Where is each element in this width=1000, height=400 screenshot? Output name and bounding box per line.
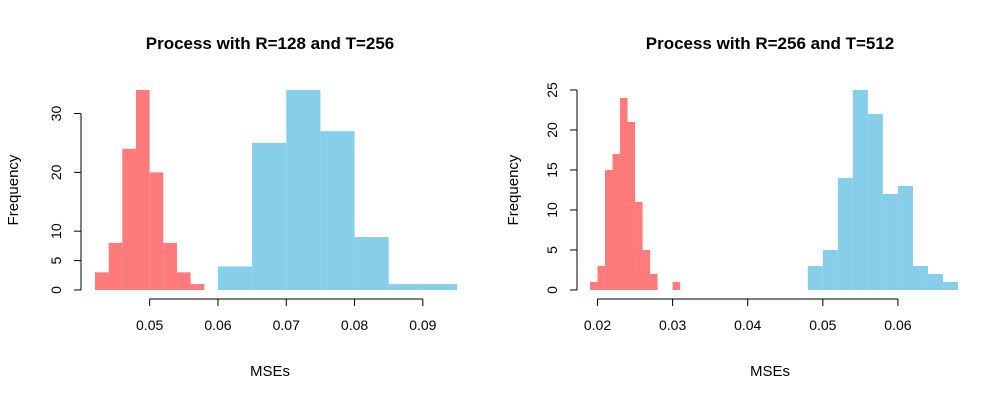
- y-axis-label: Frequency: [5, 154, 22, 225]
- histogram-bar: [590, 282, 598, 290]
- x-tick-label: 0.07: [273, 317, 300, 333]
- histogram-bar: [867, 114, 883, 290]
- y-tick-label: 15: [544, 162, 560, 178]
- histogram-bar: [320, 131, 355, 290]
- histogram-bar: [927, 274, 943, 290]
- histogram-bar: [122, 148, 136, 290]
- histogram-bar: [650, 274, 658, 290]
- x-tick-label: 0.08: [341, 317, 368, 333]
- histogram-bar: [807, 266, 823, 290]
- histogram-bar: [897, 186, 913, 290]
- histogram-bar: [942, 282, 958, 290]
- x-tick-label: 0.04: [734, 317, 761, 333]
- histogram-bar: [882, 194, 898, 290]
- y-tick-label: 5: [544, 246, 560, 254]
- x-axis-label: MSEs: [750, 363, 790, 380]
- histogram-bar: [912, 266, 928, 290]
- x-tick-label: 0.05: [136, 317, 163, 333]
- bars: [95, 90, 457, 290]
- histogram-bar: [635, 202, 643, 290]
- y-tick-label: 0: [544, 286, 560, 294]
- histogram-panel-left: Process with R=128 and T=256 MSEs Freque…: [5, 34, 457, 380]
- histogram-bar: [822, 250, 838, 290]
- histogram-bar: [422, 284, 457, 290]
- histogram-bar: [217, 266, 253, 290]
- y-tick-label: 20: [544, 122, 560, 138]
- y-axis-label: Frequency: [505, 154, 522, 225]
- x-tick-label: 0.02: [584, 317, 611, 333]
- x-tick-label: 0.09: [409, 317, 436, 333]
- histogram-bar: [190, 284, 205, 290]
- histogram-panel-right: Process with R=256 and T=512 MSEs Freque…: [505, 34, 958, 380]
- y-tick-label: 10: [48, 223, 64, 239]
- bars: [590, 90, 958, 290]
- y-tick-label: 25: [544, 82, 560, 98]
- x-tick-label: 0.03: [659, 317, 686, 333]
- y-tick-label: 10: [544, 202, 560, 218]
- histogram-bar: [354, 237, 389, 290]
- histogram-bar: [597, 266, 606, 290]
- histogram-bar: [252, 142, 287, 290]
- x-tick-label: 0.06: [204, 317, 231, 333]
- y-axis: 0 5 10 20 30: [48, 106, 82, 294]
- y-tick-label: 5: [48, 256, 64, 264]
- x-axis-label: MSEs: [250, 363, 290, 380]
- x-axis: 0.05 0.06 0.07 0.08 0.09: [136, 298, 437, 333]
- y-axis: 0 5 10 15 20 25: [544, 82, 578, 294]
- histogram-bar: [163, 242, 177, 290]
- histogram-bar: [286, 90, 321, 290]
- histogram-bar: [627, 122, 636, 290]
- y-tick-label: 30: [48, 106, 64, 122]
- histogram-bar: [176, 272, 191, 290]
- histogram-bar: [388, 284, 423, 290]
- histogram-bar: [837, 178, 853, 290]
- histogram-bar: [642, 250, 651, 290]
- histogram-bar: [149, 172, 164, 290]
- histogram-bar: [135, 90, 150, 290]
- chart-title: Process with R=128 and T=256: [146, 34, 395, 53]
- histogram-bar: [672, 282, 681, 290]
- y-tick-label: 20: [48, 164, 64, 180]
- histogram-bar: [612, 154, 621, 290]
- histogram-bar: [605, 170, 613, 290]
- x-tick-label: 0.05: [809, 317, 836, 333]
- histogram-bar: [620, 98, 628, 290]
- x-axis: 0.02 0.03 0.04 0.05 0.06: [584, 298, 912, 333]
- histogram-bar: [95, 272, 109, 290]
- histogram-bar: [852, 90, 868, 290]
- x-tick-label: 0.06: [884, 317, 911, 333]
- y-tick-label: 0: [48, 286, 64, 294]
- histogram-bar: [108, 242, 123, 290]
- chart-title: Process with R=256 and T=512: [646, 34, 895, 53]
